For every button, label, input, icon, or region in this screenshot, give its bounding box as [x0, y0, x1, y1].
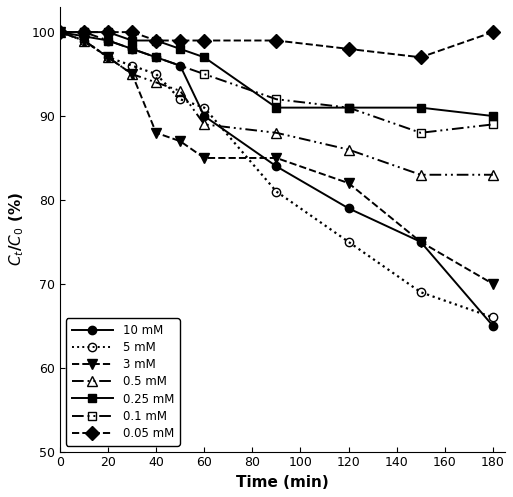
0.1 mM [345, 105, 351, 111]
0.05 mM [273, 38, 280, 44]
5 mM [129, 63, 135, 69]
10 mM [490, 323, 496, 329]
0.1 mM [201, 71, 207, 77]
0.05 mM [418, 54, 424, 60]
3 mM [57, 29, 63, 35]
0.5 mM [177, 88, 183, 94]
5 mM [201, 105, 207, 111]
Legend: 10 mM, 5 mM, 3 mM, 0.5 mM, 0.25 mM, 0.1 mM, 0.05 mM: 10 mM, 5 mM, 3 mM, 0.5 mM, 0.25 mM, 0.1 … [66, 318, 180, 446]
3 mM [81, 38, 87, 44]
0.25 mM [177, 46, 183, 52]
0.05 mM [105, 29, 111, 35]
3 mM [490, 281, 496, 287]
0.5 mM [490, 172, 496, 178]
3 mM [201, 155, 207, 161]
X-axis label: Time (min): Time (min) [236, 475, 329, 490]
0.1 mM [105, 38, 111, 44]
5 mM [490, 315, 496, 321]
Line: 3 mM: 3 mM [55, 27, 498, 289]
0.05 mM [201, 38, 207, 44]
0.1 mM [81, 29, 87, 35]
5 mM [345, 239, 351, 245]
0.25 mM [345, 105, 351, 111]
0.5 mM [129, 71, 135, 77]
3 mM [105, 54, 111, 60]
0.25 mM [418, 105, 424, 111]
5 mM [57, 29, 63, 35]
0.05 mM [57, 29, 63, 35]
10 mM [177, 63, 183, 69]
5 mM [153, 71, 159, 77]
5 mM [418, 289, 424, 295]
0.5 mM [81, 38, 87, 44]
3 mM [177, 138, 183, 144]
Line: 5 mM: 5 mM [56, 28, 497, 322]
10 mM [345, 205, 351, 211]
0.25 mM [273, 105, 280, 111]
0.05 mM [177, 38, 183, 44]
10 mM [418, 239, 424, 245]
10 mM [81, 33, 87, 39]
10 mM [105, 38, 111, 44]
0.25 mM [81, 29, 87, 35]
5 mM [177, 96, 183, 102]
Line: 0.05 mM: 0.05 mM [55, 27, 498, 62]
0.25 mM [129, 38, 135, 44]
Line: 0.1 mM: 0.1 mM [56, 28, 497, 137]
5 mM [81, 38, 87, 44]
3 mM [153, 130, 159, 136]
0.5 mM [153, 80, 159, 85]
3 mM [345, 180, 351, 186]
0.5 mM [57, 29, 63, 35]
0.05 mM [81, 29, 87, 35]
10 mM [153, 54, 159, 60]
5 mM [105, 54, 111, 60]
0.5 mM [418, 172, 424, 178]
Line: 0.25 mM: 0.25 mM [56, 28, 497, 120]
0.25 mM [153, 38, 159, 44]
0.1 mM [490, 121, 496, 127]
0.1 mM [57, 29, 63, 35]
0.25 mM [490, 113, 496, 119]
0.05 mM [153, 38, 159, 44]
Line: 0.5 mM: 0.5 mM [55, 27, 498, 179]
10 mM [273, 164, 280, 169]
0.5 mM [105, 54, 111, 60]
3 mM [273, 155, 280, 161]
0.5 mM [201, 121, 207, 127]
0.25 mM [201, 54, 207, 60]
0.1 mM [273, 96, 280, 102]
0.25 mM [105, 29, 111, 35]
0.1 mM [418, 130, 424, 136]
0.25 mM [57, 29, 63, 35]
Y-axis label: $C_t$/$C_0$ (%): $C_t$/$C_0$ (%) [7, 192, 26, 266]
0.5 mM [345, 147, 351, 153]
Line: 10 mM: 10 mM [56, 28, 497, 330]
0.05 mM [490, 29, 496, 35]
0.05 mM [345, 46, 351, 52]
0.1 mM [153, 54, 159, 60]
10 mM [201, 113, 207, 119]
0.1 mM [129, 46, 135, 52]
3 mM [129, 71, 135, 77]
10 mM [57, 29, 63, 35]
3 mM [418, 239, 424, 245]
5 mM [273, 188, 280, 194]
0.05 mM [129, 29, 135, 35]
10 mM [129, 46, 135, 52]
0.5 mM [273, 130, 280, 136]
